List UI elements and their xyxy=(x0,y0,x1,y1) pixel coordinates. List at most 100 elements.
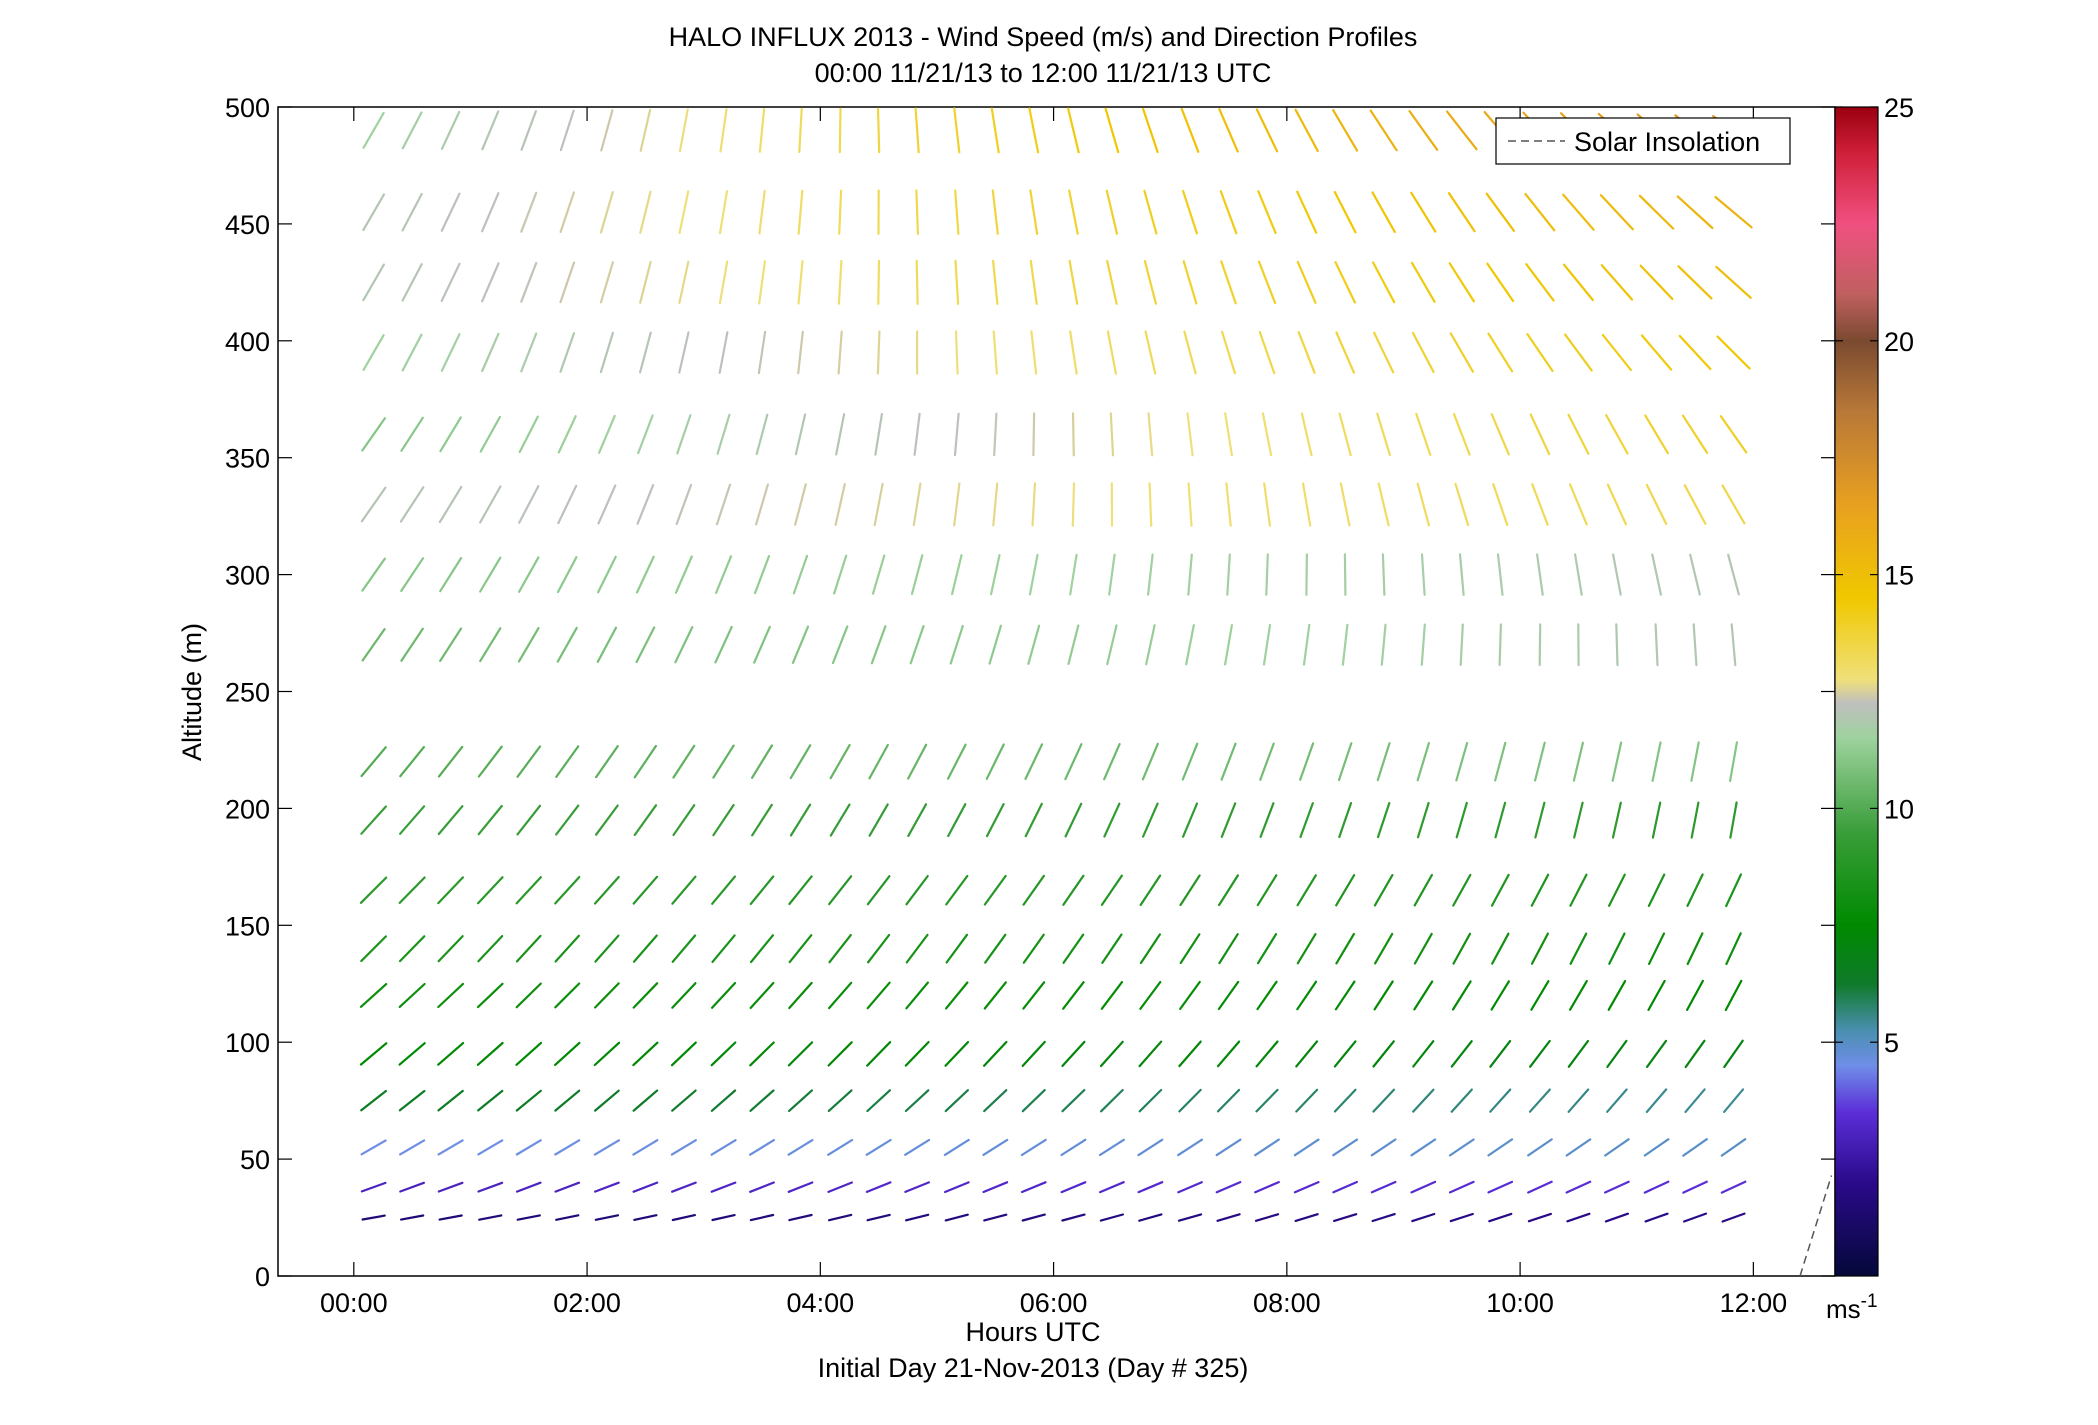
wind-vector xyxy=(678,190,690,234)
wind-vector xyxy=(1682,1180,1708,1194)
wind-vector xyxy=(1450,1040,1473,1068)
wind-vector xyxy=(1573,801,1584,839)
wind-vector xyxy=(1062,981,1085,1010)
wind-vector xyxy=(1645,1088,1668,1114)
wind-vector xyxy=(1377,482,1390,527)
wind-vector xyxy=(1686,932,1704,966)
wind-vector xyxy=(1224,412,1234,457)
wind-vector xyxy=(1721,1212,1746,1223)
wind-vector xyxy=(672,744,696,779)
wind-vector xyxy=(1067,624,1080,666)
wind-vector xyxy=(1257,190,1277,235)
wind-vector xyxy=(1690,801,1700,839)
wind-vector xyxy=(1416,741,1431,782)
wind-vector xyxy=(985,743,1005,780)
wind-vector xyxy=(517,626,540,663)
wind-vector xyxy=(944,1213,969,1222)
wind-vector xyxy=(794,413,807,456)
wind-vector xyxy=(787,1041,814,1067)
wind-vector xyxy=(749,875,775,906)
wind-vector xyxy=(1108,553,1116,596)
wind-vector xyxy=(440,110,461,150)
wind-vector xyxy=(912,482,922,527)
wind-vector xyxy=(757,330,767,375)
chart-subtitle: 00:00 11/21/13 to 12:00 11/21/13 UTC xyxy=(815,58,1272,88)
wind-vector xyxy=(788,1213,813,1222)
wind-vector xyxy=(399,805,426,835)
wind-vector xyxy=(1647,873,1666,908)
wind-vector xyxy=(1606,1088,1628,1113)
wind-vector xyxy=(478,1214,503,1221)
wind-vector xyxy=(477,1181,504,1193)
wind-vector xyxy=(1139,980,1162,1010)
wind-vector xyxy=(1647,979,1666,1012)
wind-vector xyxy=(753,554,771,595)
wind-vector xyxy=(982,1138,1009,1157)
wind-vector xyxy=(594,745,619,779)
wind-vector xyxy=(1485,192,1516,232)
colorbar-tick-label: 5 xyxy=(1884,1028,1899,1058)
wind-vector xyxy=(1293,1138,1320,1157)
wind-vector xyxy=(1730,623,1737,667)
wind-vector xyxy=(1725,932,1742,966)
y-tick-label: 450 xyxy=(225,210,270,240)
wind-vector xyxy=(1526,333,1554,372)
legend: Solar Insolation xyxy=(1495,117,1791,165)
solar-insolation-line xyxy=(1799,1175,1833,1277)
wind-vector xyxy=(797,330,804,375)
wind-vector xyxy=(1611,741,1623,782)
wind-vector xyxy=(1729,801,1738,839)
wind-vector xyxy=(753,625,771,664)
x-axis-sublabel: Initial Day 21-Nov-2013 (Day # 325) xyxy=(818,1353,1249,1383)
wind-vector xyxy=(835,413,846,456)
wind-vector xyxy=(749,934,775,964)
wind-vector xyxy=(1024,802,1043,838)
wind-vector xyxy=(360,805,387,835)
wind-vector xyxy=(1723,1039,1744,1069)
wind-vector xyxy=(1454,482,1470,527)
wind-vector xyxy=(401,192,423,232)
wind-vector xyxy=(632,875,659,905)
wind-vector xyxy=(944,1089,970,1113)
wind-vector xyxy=(1527,1212,1553,1223)
colorbar-tick-label: 10 xyxy=(1884,794,1914,824)
legend-box xyxy=(1495,117,1791,165)
wind-vector xyxy=(1569,873,1588,907)
wind-vector xyxy=(1338,801,1353,839)
wind-vector xyxy=(983,981,1007,1010)
wind-vector xyxy=(1255,1040,1279,1068)
wind-vector xyxy=(1333,190,1357,234)
wind-vector xyxy=(716,413,731,455)
wind-vector xyxy=(559,332,576,373)
wind-vector xyxy=(1690,741,1700,782)
wind-vector xyxy=(1185,624,1195,666)
wind-vector xyxy=(556,556,578,594)
wind-vector xyxy=(904,1181,931,1194)
wind-vector xyxy=(904,1089,930,1113)
wind-vector xyxy=(675,483,693,526)
wind-vector xyxy=(670,1139,697,1156)
wind-vector xyxy=(554,875,581,905)
wind-vector xyxy=(477,1139,504,1156)
wind-vector xyxy=(1293,1180,1320,1194)
wind-vector xyxy=(791,625,810,664)
wind-vector xyxy=(1370,1180,1397,1194)
wind-vector xyxy=(1064,802,1083,838)
wind-vector xyxy=(1373,980,1394,1011)
wind-vector xyxy=(1338,412,1352,457)
wind-vector xyxy=(1022,933,1045,964)
colorbar-unit-base: ms xyxy=(1826,1294,1861,1324)
wind-vector xyxy=(1567,413,1590,455)
wind-vector xyxy=(1728,741,1739,783)
wind-vector xyxy=(479,556,502,593)
wind-vector xyxy=(1262,623,1272,666)
wind-vector xyxy=(518,485,540,524)
wind-vector xyxy=(865,1181,892,1194)
wind-vector xyxy=(1062,933,1085,964)
wind-vector xyxy=(398,1089,426,1112)
wind-vector xyxy=(1217,980,1240,1011)
wind-vector xyxy=(440,333,461,372)
wind-vector xyxy=(1333,1088,1357,1113)
wind-vector xyxy=(1138,1213,1163,1222)
wind-vector xyxy=(1603,1180,1630,1194)
